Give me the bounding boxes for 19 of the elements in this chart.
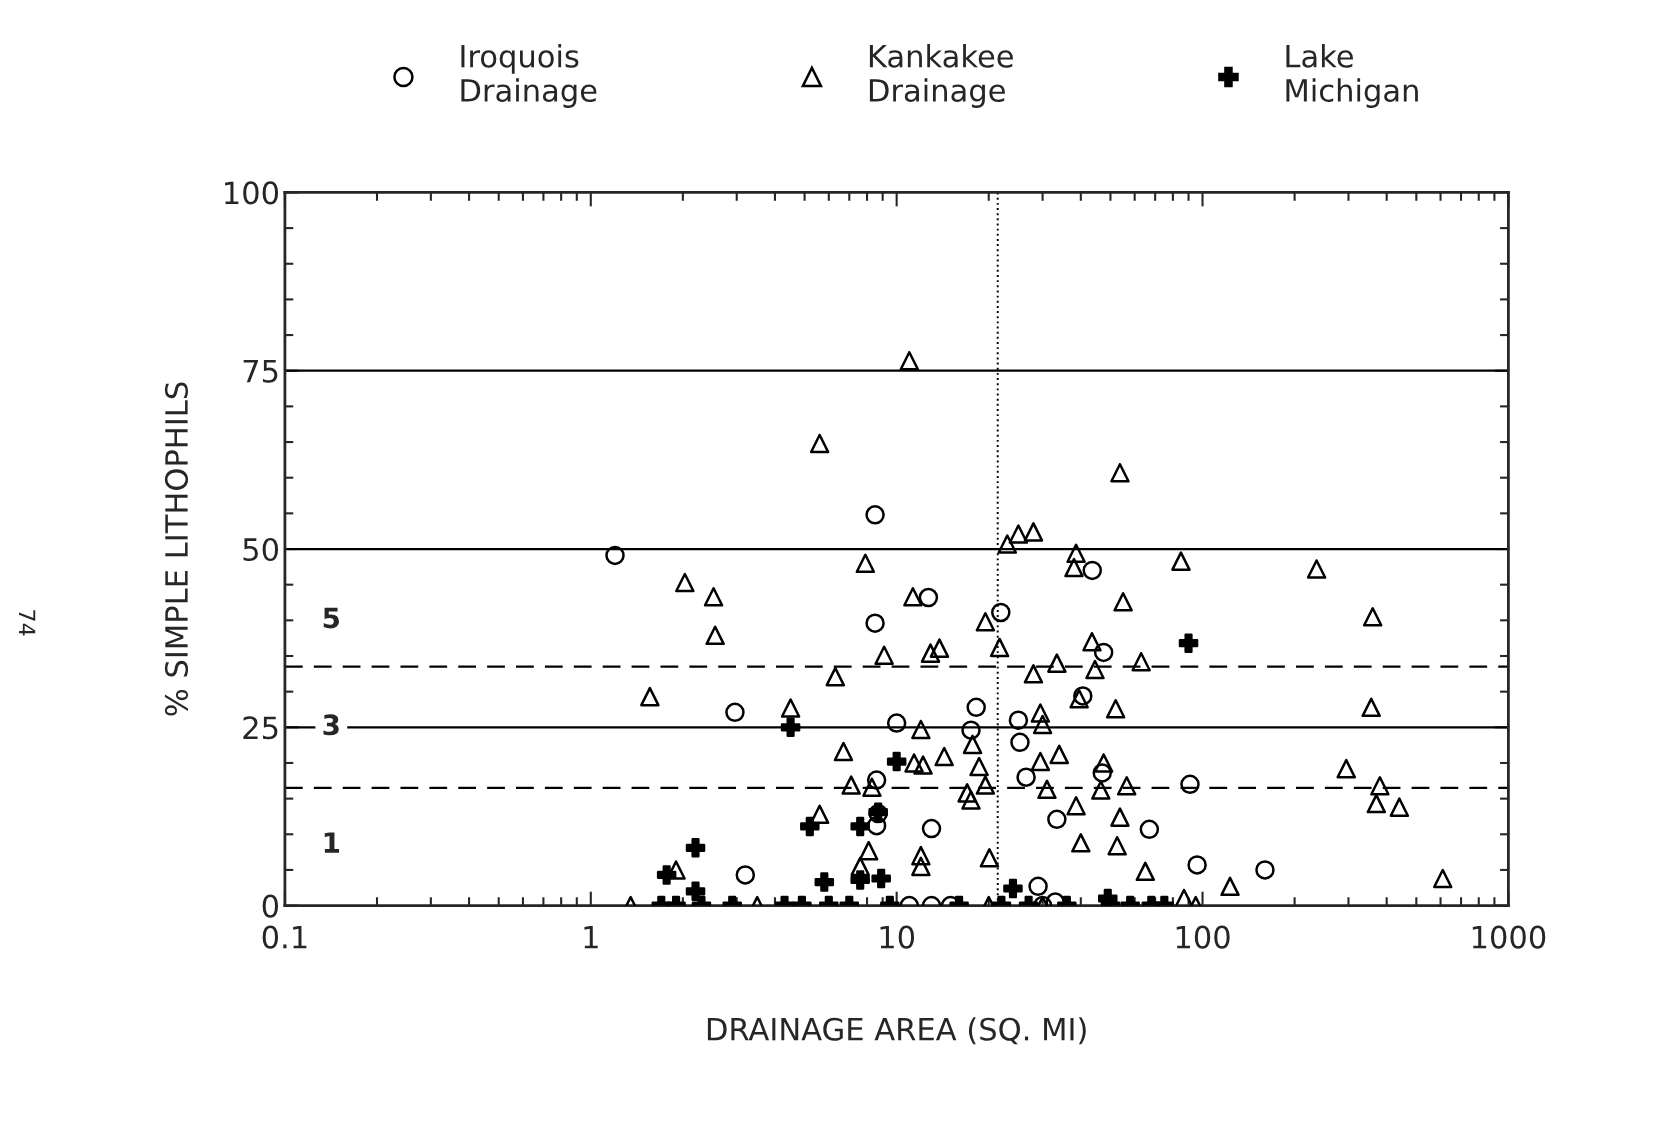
x-axis-title: DRAINAGE AREA (SQ. MI) bbox=[707, 1017, 1086, 1045]
x-tick-label: 1 bbox=[584, 925, 598, 949]
annotation: 5 bbox=[323, 607, 340, 629]
x-tick-label: 10 bbox=[880, 925, 915, 949]
y-tick-label: 0 bbox=[262, 894, 279, 918]
x-tick-label: 100 bbox=[1176, 925, 1230, 949]
y-tick-label: 100 bbox=[225, 181, 279, 205]
y-axis-title: % SIMPLE LITHOPHILS bbox=[164, 382, 189, 716]
y-tick-label: 50 bbox=[243, 537, 279, 562]
legend-label: Kankakee Drainage bbox=[869, 44, 1013, 108]
annotation: 3 bbox=[323, 714, 339, 736]
x-tick-label: 0.1 bbox=[262, 925, 307, 949]
legend-label: Lake Michigan bbox=[1286, 44, 1418, 108]
y-tick-label: 75 bbox=[243, 360, 278, 383]
y-tick-label: 25 bbox=[243, 716, 278, 740]
text: 74 bbox=[19, 610, 36, 636]
legend-label: Iroquois Drainage bbox=[461, 44, 597, 108]
annotation: 1 bbox=[324, 832, 340, 853]
x-tick-label: 1000 bbox=[1472, 925, 1546, 949]
